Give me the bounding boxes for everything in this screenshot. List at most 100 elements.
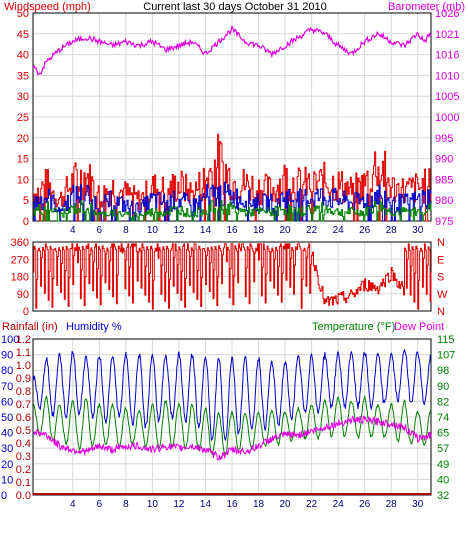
dew-point-axis-title: Dew Point	[394, 321, 444, 333]
direction-tick-label: 360	[11, 237, 29, 249]
humidity-axis-title: Humidity %	[66, 321, 122, 333]
windspeed-axis-title: Windspeed (mph)	[4, 1, 91, 13]
humidity-tick-label: 80	[1, 365, 13, 377]
rainfall-tick-label: 0.6	[16, 412, 31, 424]
barometer-line	[32, 24, 432, 76]
windspeed-tick-label: 50	[17, 8, 29, 20]
wind-panel-frame	[32, 12, 432, 222]
rainfall-tick-label: 0.8	[16, 386, 31, 398]
day-tick-label: 20	[280, 499, 292, 510]
compass-tick-label: W	[437, 289, 448, 301]
rainfall-axis-title: Rainfall (in)	[2, 321, 58, 333]
day-tick-label: 24	[333, 225, 345, 236]
windspeed-tick-label: 20	[17, 133, 29, 145]
temperature-tick-label: 115	[437, 334, 455, 346]
day-tick-label: 24	[333, 499, 345, 510]
day-tick-label: 18	[253, 499, 265, 510]
day-tick-label: 6	[97, 499, 103, 510]
humidity-tick-label: 100	[1, 334, 19, 346]
windspeed-tick-label: 15	[17, 154, 29, 166]
day-tick-label: 30	[412, 499, 424, 510]
day-tick-label: 16	[226, 499, 238, 510]
humidity-tick-label: 10	[1, 474, 13, 486]
rainfall-tick-label: 1.2	[16, 334, 31, 346]
humidity-tick-label: 30	[1, 443, 13, 455]
humidity-line	[32, 348, 432, 442]
temperature-tick-label: 74	[437, 412, 449, 424]
direction-tick-label: 270	[11, 254, 29, 266]
rainfall-tick-label: 0.0	[16, 490, 31, 502]
rainfall-tick-label: 0.3	[16, 451, 31, 463]
temperature-tick-label: 65	[437, 428, 449, 440]
humidity-tick-label: 90	[1, 350, 13, 362]
day-tick-label: 14	[200, 225, 212, 236]
day-tick-label: 20	[280, 225, 292, 236]
humidity-tick-label: 70	[1, 381, 13, 393]
day-tick-label: 28	[386, 225, 398, 236]
rainfall-tick-label: 0.7	[16, 399, 31, 411]
day-tick-label: 16	[226, 225, 238, 236]
windspeed-tick-label: 40	[17, 50, 29, 62]
temperature-tick-label: 90	[437, 381, 449, 393]
day-tick-label: 6	[97, 225, 103, 236]
compass-tick-label: E	[437, 254, 444, 266]
dew-point-line	[32, 415, 432, 461]
barometer-tick-label: 1005	[435, 91, 459, 103]
barometer-axis-title: Barometer (mb)	[388, 1, 465, 13]
wind-direction-line	[33, 243, 432, 310]
humidity-tick-label: 50	[1, 412, 13, 424]
rainfall-tick-label: 0.9	[16, 373, 31, 385]
windspeed-tick-label: 0	[23, 216, 29, 228]
day-tick-label: 22	[306, 225, 318, 236]
barometer-tick-label: 975	[435, 216, 453, 228]
windspeed-tick-label: 5	[23, 195, 29, 207]
rainfall-tick-label: 0.4	[16, 438, 31, 450]
day-tick-label: 4	[70, 225, 76, 236]
wind-average-line	[33, 181, 432, 222]
direction-tick-label: 0	[23, 306, 29, 318]
barometer-tick-label: 990	[435, 154, 453, 166]
windspeed-tick-label: 25	[17, 112, 29, 124]
day-tick-label: 28	[386, 499, 398, 510]
direction-tick-label: 90	[17, 289, 29, 301]
day-tick-label: 10	[147, 225, 159, 236]
day-tick-label: 18	[253, 225, 265, 236]
day-tick-label: 26	[359, 225, 371, 236]
barometer-tick-label: 1016	[435, 50, 459, 62]
barometer-tick-label: 995	[435, 133, 453, 145]
day-tick-label: 22	[306, 499, 318, 510]
rainfall-tick-label: 0.2	[16, 464, 31, 476]
direction-tick-label: 180	[11, 272, 29, 284]
day-tick-label: 8	[123, 499, 129, 510]
day-tick-label: 10	[147, 499, 159, 510]
windspeed-tick-label: 10	[17, 174, 29, 186]
day-tick-label: 14	[200, 499, 212, 510]
barometer-tick-label: 1000	[435, 112, 459, 124]
day-tick-label: 30	[412, 225, 424, 236]
humidity-tick-label: 0	[1, 490, 7, 502]
day-tick-label: 12	[173, 499, 185, 510]
barometer-tick-label: 1010	[435, 70, 459, 82]
day-tick-label: 26	[359, 499, 371, 510]
windspeed-tick-label: 35	[17, 70, 29, 82]
windspeed-tick-label: 30	[17, 91, 29, 103]
temperature-tick-label: 49	[437, 459, 449, 471]
rainfall-tick-label: 1.0	[16, 360, 31, 372]
temperature-tick-label: 40	[437, 474, 449, 486]
barometer-tick-label: 980	[435, 195, 453, 207]
rainfall-tick-label: 1.1	[16, 347, 31, 359]
humidity-tick-label: 20	[1, 459, 13, 471]
compass-tick-label: N	[437, 306, 445, 318]
temperature-tick-label: 107	[437, 350, 455, 362]
temperature-line	[32, 394, 432, 456]
windspeed-tick-label: 45	[17, 29, 29, 41]
humidity-tick-label: 40	[1, 428, 13, 440]
temperature-tick-label: 57	[437, 443, 449, 455]
temperature-tick-label: 98	[437, 365, 449, 377]
rainfall-tick-label: 0.5	[16, 425, 31, 437]
wind-gust-line	[33, 133, 432, 222]
humidity-tick-label: 60	[1, 396, 13, 408]
day-tick-label: 8	[123, 225, 129, 236]
